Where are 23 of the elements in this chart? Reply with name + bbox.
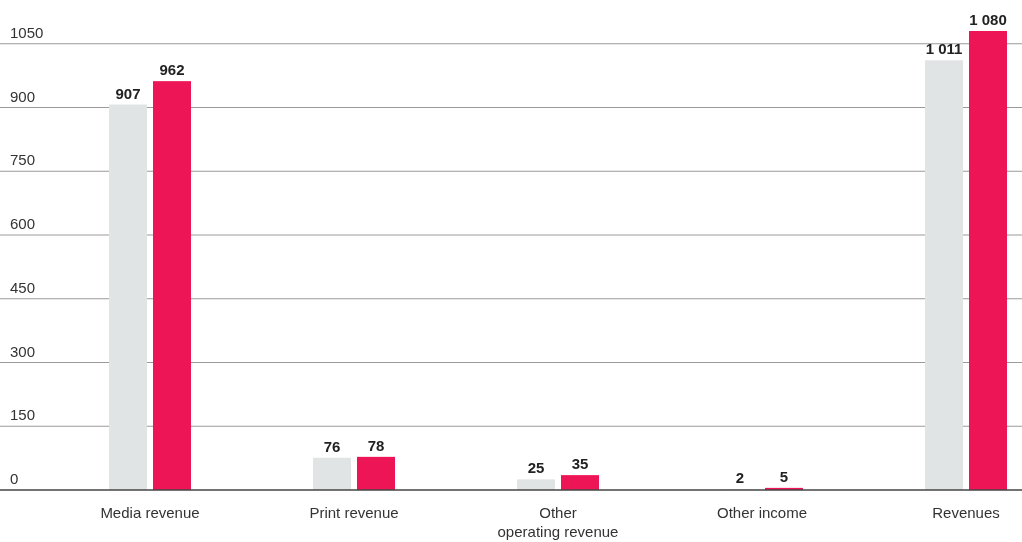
data-label: 907 [115, 84, 141, 102]
y-tick-label: 900 [10, 87, 36, 105]
data-label: 25 [527, 459, 545, 477]
data-label: 1 080 [969, 11, 1007, 28]
x-tick-label: Print revenue [309, 504, 399, 521]
data-label: 35 [571, 455, 589, 473]
x-tick-label: Other operating revenue [497, 504, 619, 540]
y-tick-label: 0 [10, 470, 19, 487]
data-label: 962 [159, 61, 185, 79]
data-label: 78 [367, 436, 385, 454]
x-tick-label: Revenues [932, 504, 1000, 521]
x-tick-label: Media revenue [100, 504, 200, 521]
y-tick-label: 750 [10, 151, 36, 169]
y-tick-label: 450 [10, 278, 36, 296]
x-tick-label: Other income [716, 504, 808, 521]
data-label: 5 [779, 467, 789, 485]
data-label: 2 [735, 469, 745, 487]
y-tick-label: 600 [10, 215, 36, 232]
data-label: 76 [323, 437, 341, 455]
y-tick-label: 1050 [10, 23, 44, 41]
y-tick-label: 300 [10, 342, 36, 360]
data-label: 1 011 [925, 40, 963, 58]
y-tick-label: 150 [10, 406, 36, 424]
